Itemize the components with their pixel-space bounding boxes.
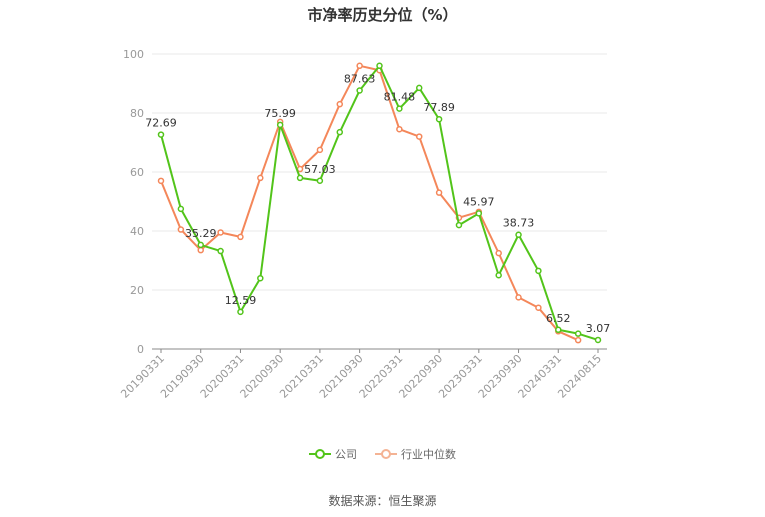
legend-item-industry[interactable]: 行业中位数 [375, 446, 456, 462]
data-point-company [257, 274, 264, 282]
data-point-company [217, 247, 224, 255]
data-point-industry [257, 174, 264, 182]
data-point-company [376, 62, 383, 70]
data-point-company [157, 131, 165, 138]
data-point-industry [535, 304, 542, 311]
data-point-industry [356, 62, 363, 70]
y-tick-label: 80 [130, 107, 144, 120]
data-point-industry [157, 177, 165, 185]
data-point-company [396, 105, 403, 112]
data-label: 87.63 [344, 72, 376, 85]
data-point-company [415, 84, 423, 92]
legend-company-swatch [309, 449, 331, 459]
x-tick-label: 20240815 [555, 352, 604, 401]
data-label: 77.89 [423, 101, 455, 114]
chart-title: 市净率历史分位（%） [307, 6, 458, 24]
data-point-company [336, 128, 344, 136]
data-label: 6.52 [546, 312, 571, 325]
data-point-company [574, 330, 582, 337]
data-point-company [555, 326, 562, 334]
series-line-industry [160, 64, 579, 342]
data-label: 72.69 [145, 117, 177, 130]
data-label: 57.03 [304, 163, 336, 176]
y-tick-label: 40 [130, 225, 144, 238]
data-point-company [296, 174, 304, 182]
y-tick-label: 0 [137, 343, 144, 356]
data-point-industry [435, 189, 443, 196]
data-point-company [316, 177, 324, 185]
data-point-company [535, 267, 542, 275]
data-label: 75.99 [264, 107, 296, 120]
legend-item-company[interactable]: 公司 [309, 446, 357, 462]
data-point-company [495, 272, 502, 279]
data-point-industry [495, 249, 502, 257]
data-label: 81.48 [384, 91, 416, 104]
legend: 公司 行业中位数 [0, 446, 765, 462]
data-point-company [435, 115, 443, 123]
legend-industry-label: 行业中位数 [401, 448, 456, 461]
data-label: 3.07 [586, 322, 611, 335]
data-point-company [237, 308, 244, 316]
data-point-industry [515, 294, 522, 301]
data-source: 数据来源：恒生聚源 [328, 494, 437, 508]
data-point-company [475, 210, 483, 217]
data-point-company [177, 205, 185, 213]
data-point-industry [197, 246, 204, 254]
data-point-industry [217, 229, 224, 236]
legend-company-label: 公司 [335, 448, 357, 461]
data-point-company [515, 231, 522, 238]
data-point-industry [177, 226, 185, 233]
y-tick-label: 60 [130, 166, 144, 179]
data-label: 12.59 [225, 294, 257, 307]
data-label: 35.29 [185, 227, 217, 240]
data-label: 45.97 [463, 195, 495, 208]
data-point-company [594, 336, 602, 344]
y-tick-label: 20 [130, 284, 144, 297]
data-point-industry [396, 125, 403, 133]
legend-industry-swatch [375, 449, 397, 459]
data-point-company [356, 87, 363, 94]
y-tick-label: 100 [123, 48, 144, 61]
data-point-industry [336, 100, 344, 108]
data-point-industry [316, 146, 324, 154]
data-point-company [197, 241, 204, 249]
data-point-industry [237, 233, 244, 241]
data-point-company [455, 221, 463, 229]
data-point-company [276, 121, 284, 129]
data-point-industry [415, 133, 423, 140]
data-point-industry [574, 336, 582, 344]
data-label: 38.73 [503, 217, 535, 230]
